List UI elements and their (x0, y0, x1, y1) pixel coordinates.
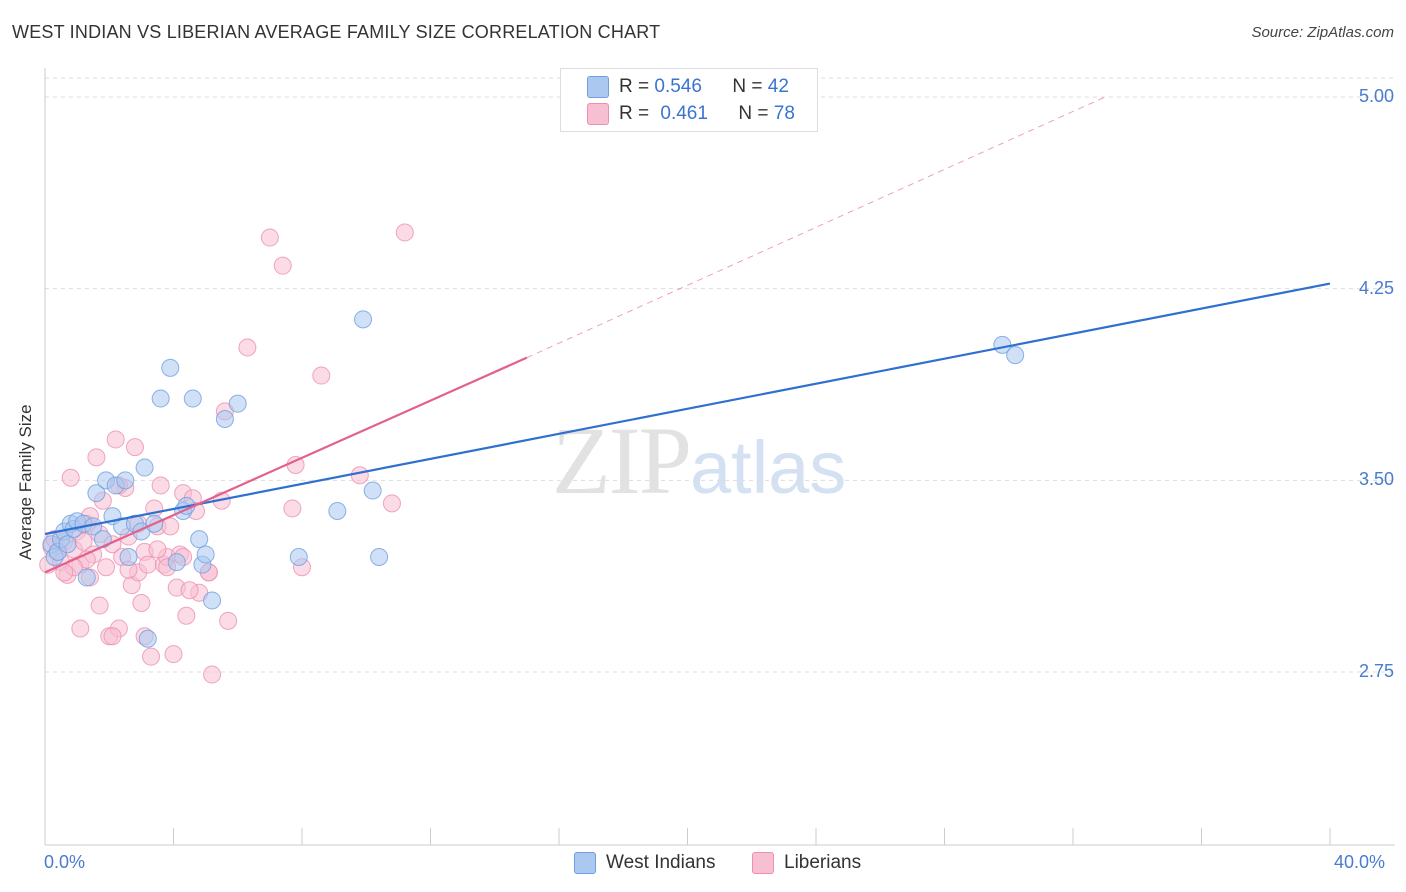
liberians-point (125, 438, 144, 457)
west-indians-point (161, 358, 180, 377)
liberians-point (180, 581, 199, 600)
west-indians-swatch (587, 76, 609, 98)
legend-r-value: 0.461 (660, 103, 708, 124)
liberians-point (142, 647, 161, 666)
west-indians-point (138, 629, 157, 648)
liberians-swatch (752, 852, 774, 874)
liberians-point (283, 499, 302, 518)
x-tick-label-max: 40.0% (1334, 852, 1386, 872)
liberians-trendline (44, 356, 528, 574)
liberians-point (260, 228, 279, 247)
liberians-point (164, 645, 183, 664)
watermark-zip: ZIP (552, 407, 692, 514)
watermark-atlas: atlas (690, 426, 847, 509)
legend-row-liberians: R = 0.461 N = 78 (587, 101, 795, 127)
legend-r-value: 0.546 (654, 76, 702, 97)
liberians-point (103, 627, 122, 646)
liberians-point (132, 594, 151, 612)
series-legend: West Indians Liberians (0, 850, 1406, 880)
west-indians-point (289, 548, 308, 566)
liberians-swatch (587, 103, 609, 125)
liberians-point (382, 494, 401, 513)
west-indians-point (370, 548, 389, 566)
west-indians-point (135, 458, 154, 477)
legend-label: West Indians (606, 852, 716, 873)
legend-r-label: R = (619, 76, 650, 97)
legend-row-west-indians: R = 0.546 N = 42 (587, 74, 789, 100)
west-indians-point (354, 310, 373, 329)
legend-n-value: 42 (767, 76, 789, 97)
source-label: Source: ZipAtlas.com (1251, 24, 1394, 41)
y-tick-label-3.50: 3.50 (1358, 469, 1394, 489)
chart-title: WEST INDIAN VS LIBERIAN AVERAGE FAMILY S… (12, 22, 661, 42)
legend-n-label: N = (738, 103, 769, 124)
west-indians-point (116, 471, 135, 490)
liberians-point (238, 338, 257, 357)
west-indians-point (328, 502, 347, 520)
legend-item-west-indians: West Indians (574, 852, 715, 874)
liberians-point (395, 223, 414, 242)
correlation-legend: R = 0.546 N = 42 R = 0.461 N = 78 (560, 68, 818, 132)
west-indians-point (183, 389, 202, 408)
liberians-point (161, 517, 180, 536)
liberians-point (106, 430, 125, 449)
legend-r-label: R = (619, 103, 650, 124)
liberians-point (203, 665, 222, 684)
liberians-point (312, 366, 331, 385)
west-indians-point (119, 548, 138, 566)
legend-label: Liberians (784, 852, 862, 873)
liberians-point (148, 540, 167, 559)
legend-n-value: 78 (773, 103, 795, 124)
liberians-point (97, 558, 116, 577)
liberians-point (87, 448, 106, 467)
west-indians-point (228, 394, 247, 413)
west-indians-point (196, 545, 215, 564)
west-indians-point (190, 530, 209, 549)
west-indians-swatch (574, 852, 596, 874)
y-tick-label-5.00: 5.00 (1358, 86, 1394, 106)
west-indians-point (58, 535, 77, 554)
west-indians-point (87, 484, 106, 503)
liberians-point (219, 611, 238, 630)
liberians-point (350, 466, 369, 485)
west-indians-point (167, 553, 186, 572)
west-indians-point (215, 410, 234, 428)
liberians-point (71, 619, 90, 638)
y-tick-label-2.75: 2.75 (1358, 661, 1394, 681)
watermark: ZIPatlas (552, 405, 846, 516)
liberians-point (90, 596, 109, 615)
y-tick-label-4.25: 4.25 (1358, 278, 1394, 298)
legend-n-label: N = (732, 76, 763, 97)
liberians-point (61, 468, 80, 487)
west-indians-point (203, 591, 222, 610)
west-indians-point (151, 389, 170, 408)
liberians-point (151, 476, 170, 495)
liberians-trendline-extension (526, 96, 1106, 359)
liberians-point (273, 256, 292, 275)
x-tick-label-min: 0.0% (44, 852, 86, 872)
y-axis-label: Average Family Size (16, 404, 35, 560)
west-indians-trendline (44, 282, 1331, 536)
west-indians-point (363, 481, 382, 500)
west-indians-point (77, 568, 96, 587)
liberians-point (177, 606, 196, 625)
west-indians-point (1006, 346, 1025, 365)
legend-item-liberians: Liberians (752, 852, 861, 874)
liberians-point (138, 555, 157, 574)
